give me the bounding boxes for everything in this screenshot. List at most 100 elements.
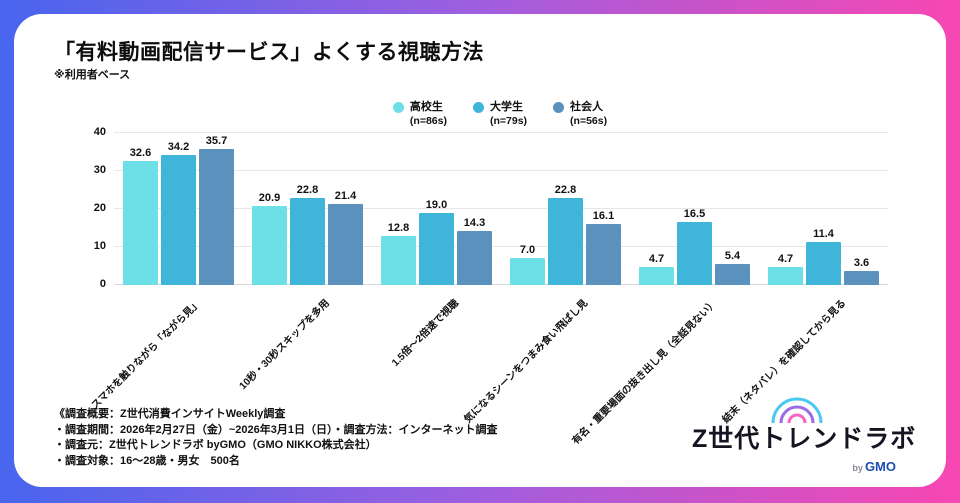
chart-card: 「有料動画配信サービス」よくする視聴方法 ※利用者ベース 高校生 (n=86s)…	[14, 14, 946, 487]
survey-note-line: 《調査概要：Z世代消費インサイトWeekly調査	[54, 408, 286, 420]
bar-column: 16.5	[677, 133, 712, 285]
bar-column: 32.6	[123, 133, 158, 285]
subtitle-note: ※利用者ベース	[54, 69, 131, 81]
gridline: 20	[94, 202, 888, 214]
bar	[457, 230, 492, 285]
x-axis-label: スマホを触りながら「ながら見」	[89, 297, 204, 412]
logo-by-label: by	[852, 463, 863, 473]
bar-value-label: 3.6	[853, 257, 870, 270]
bar-column: 16.1	[586, 133, 621, 285]
bar-value-label: 22.8	[296, 184, 319, 197]
bar-group: 12.8 19.0 14.3	[372, 133, 501, 285]
bar	[510, 258, 545, 285]
bar	[328, 203, 363, 285]
bar	[806, 241, 841, 285]
bar-column: 20.9	[252, 133, 287, 285]
bar-value-label: 12.8	[387, 222, 410, 235]
legend-item-university: 大学生 (n=79s)	[472, 100, 528, 128]
bar	[548, 198, 583, 285]
bar-value-label: 4.7	[777, 253, 794, 266]
survey-note-line: ・調査期間：2026年2月27日（金）~2026年3月1日（日）・調査方法：イン…	[54, 423, 498, 436]
legend-sample-size: (n=79s)	[489, 115, 528, 127]
legend-label: 大学生	[489, 101, 523, 113]
bar-column: 12.8	[381, 133, 416, 285]
bar	[677, 222, 712, 285]
gridline: 40	[94, 126, 888, 138]
bar	[586, 223, 621, 285]
plot-area: 0 10 20 30 40 32.6 34.2 35.7 20.9 22.8 21.4 12.8 19.…	[94, 126, 888, 290]
bar-column: 19.0	[419, 133, 454, 285]
bar	[639, 267, 674, 285]
gridline: 10	[94, 240, 888, 252]
x-axis-label: 1.5倍～2倍速で視聴	[390, 297, 462, 369]
bar	[161, 155, 196, 285]
bar-column: 14.3	[457, 133, 492, 285]
bar	[123, 161, 158, 285]
y-tick-label: 30	[93, 164, 106, 176]
legend-dot-university	[472, 102, 484, 113]
bar-column: 11.4	[806, 133, 841, 285]
brand-logo: Z世代トレンドラボ by GMO	[692, 397, 917, 474]
x-axis-label: 10秒・30秒スキップを多用	[237, 297, 333, 393]
bar-value-label: 16.5	[683, 208, 706, 221]
logo-gmo: by GMO	[852, 459, 896, 474]
bar-column: 34.2	[161, 133, 196, 285]
bar-column: 21.4	[328, 133, 363, 285]
legend-dot-worker	[553, 102, 565, 113]
bar	[419, 212, 454, 285]
legend-item-highschool: 高校生 (n=86s)	[392, 100, 447, 128]
y-tick-label: 40	[93, 126, 106, 138]
legend-sample-size: (n=56s)	[570, 115, 608, 127]
bar	[844, 271, 879, 285]
page-title: 「有料動画配信サービス」よくする視聴方法	[54, 41, 484, 64]
bar-value-label: 14.3	[463, 216, 486, 229]
bar-group: 4.7 11.4 3.6	[759, 133, 888, 285]
bar-value-label: 11.4	[813, 227, 834, 240]
bar	[381, 236, 416, 285]
bar-group: 4.7 16.5 5.4	[630, 133, 759, 285]
gridline: 0	[100, 278, 888, 290]
logo-wordmark: Z世代トレンドラボ	[692, 425, 917, 453]
y-tick-label: 10	[93, 240, 106, 252]
bar-value-label: 16.1	[592, 209, 615, 222]
bar-value-label: 21.4	[334, 189, 357, 202]
bar	[715, 264, 750, 285]
bar	[199, 149, 234, 285]
legend-label: 高校生	[409, 101, 443, 113]
bar-column: 4.7	[639, 133, 674, 285]
survey-notes: 《調査概要：Z世代消費インサイトWeekly調査 ・調査期間：2026年2月27…	[54, 407, 497, 469]
y-tick-label: 20	[93, 202, 106, 214]
bar-column: 5.4	[715, 133, 750, 285]
logo-company-label: GMO	[864, 459, 896, 474]
bar-column: 35.7	[199, 133, 234, 285]
bar	[290, 198, 325, 285]
bar-column: 3.6	[844, 133, 879, 285]
bar-group: 20.9 22.8 21.4	[243, 133, 372, 285]
legend: 高校生 (n=86s) 大学生 (n=79s) 社会人 (n=56s)	[114, 100, 886, 128]
bar-value-label: 7.0	[519, 244, 536, 257]
bar-value-label: 20.9	[258, 191, 281, 204]
bar-column: 22.8	[548, 133, 583, 285]
legend-item-worker: 社会人 (n=56s)	[553, 100, 607, 128]
bar-value-label: 4.7	[648, 253, 665, 266]
bar-group: 32.6 34.2 35.7	[114, 133, 243, 285]
bar-column: 7.0	[510, 133, 545, 285]
bar-groups: 32.6 34.2 35.7 20.9 22.8 21.4 12.8 19.0 14.3 7.0 2…	[114, 133, 888, 285]
legend-label: 社会人	[570, 101, 604, 113]
survey-note-line: ・調査元：Z世代トレンドラボ byGMO（GMO NIKKO株式会社）	[54, 439, 377, 451]
bar-column: 4.7	[768, 133, 803, 285]
gridline: 30	[94, 164, 888, 176]
x-axis-label: 気になるシーンをつまみ食い飛ばし見	[462, 297, 591, 426]
bar-value-label: 19.0	[425, 198, 448, 211]
bar-value-label: 5.4	[724, 250, 741, 263]
bar	[252, 205, 287, 285]
y-tick-label: 0	[99, 278, 106, 290]
bar	[768, 267, 803, 285]
legend-dot-highschool	[392, 102, 404, 113]
bar-value-label: 22.8	[554, 184, 577, 197]
bar-group: 7.0 22.8 16.1	[501, 133, 630, 285]
signal-arcs-icon	[771, 397, 823, 423]
bar-column: 22.8	[290, 133, 325, 285]
survey-note-line: ・調査対象：16～28歳・男女 500名	[54, 454, 240, 467]
bar-value-label: 34.2	[167, 141, 190, 154]
